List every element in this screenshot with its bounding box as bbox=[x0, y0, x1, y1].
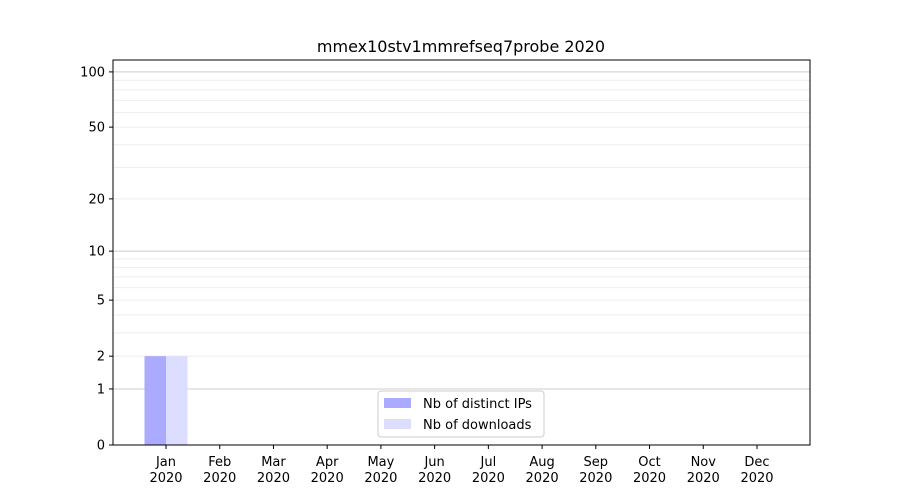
bar-distinct-ips bbox=[144, 356, 166, 445]
x-tick-label: Sep 2020 bbox=[579, 455, 612, 486]
y-tick-label: 0 bbox=[97, 439, 105, 454]
legend-swatch bbox=[384, 398, 411, 408]
x-tick-label: Dec 2020 bbox=[740, 455, 773, 486]
axes-frame bbox=[112, 59, 811, 446]
y-tick-label: 5 bbox=[97, 294, 105, 309]
axes: 0 1 2 5 10 20 50 100 Jan 2020 Feb 2020 Mar 2020 Apr 202… bbox=[80, 59, 811, 486]
x-tick-label: Nov 2020 bbox=[687, 455, 720, 486]
y-tick-label: 20 bbox=[88, 192, 105, 207]
x-tick-label: Feb 2020 bbox=[203, 455, 236, 486]
x-tick-label: Jan 2020 bbox=[149, 455, 182, 486]
legend-label: Nb of downloads bbox=[423, 418, 532, 433]
chart-title: mmex10stv1mmrefseq7probe 2020 bbox=[317, 37, 605, 56]
y-tick-label: 10 bbox=[88, 245, 105, 260]
grid bbox=[113, 71, 810, 390]
y-tick-label: 100 bbox=[80, 65, 105, 80]
legend-label: Nb of distinct IPs bbox=[423, 397, 532, 412]
y-tick-label: 2 bbox=[97, 350, 105, 365]
legend: Nb of distinct IPs Nb of downloads bbox=[377, 390, 545, 438]
x-tick-label: Aug 2020 bbox=[526, 455, 559, 486]
legend-box bbox=[377, 390, 545, 438]
x-tick-label: Jul 2020 bbox=[472, 455, 505, 486]
x-tick-label: Oct 2020 bbox=[633, 455, 666, 486]
y-tick-label: 1 bbox=[97, 382, 105, 397]
bars bbox=[144, 356, 188, 445]
y-tick-label: 50 bbox=[88, 121, 105, 136]
x-tick-label: Apr 2020 bbox=[311, 455, 344, 486]
bar-downloads bbox=[166, 356, 188, 445]
legend-swatch bbox=[384, 419, 411, 429]
x-tick-label: Jun 2020 bbox=[418, 455, 451, 486]
x-tick-label: Mar 2020 bbox=[257, 455, 290, 486]
x-tick-label: May 2020 bbox=[364, 455, 397, 486]
